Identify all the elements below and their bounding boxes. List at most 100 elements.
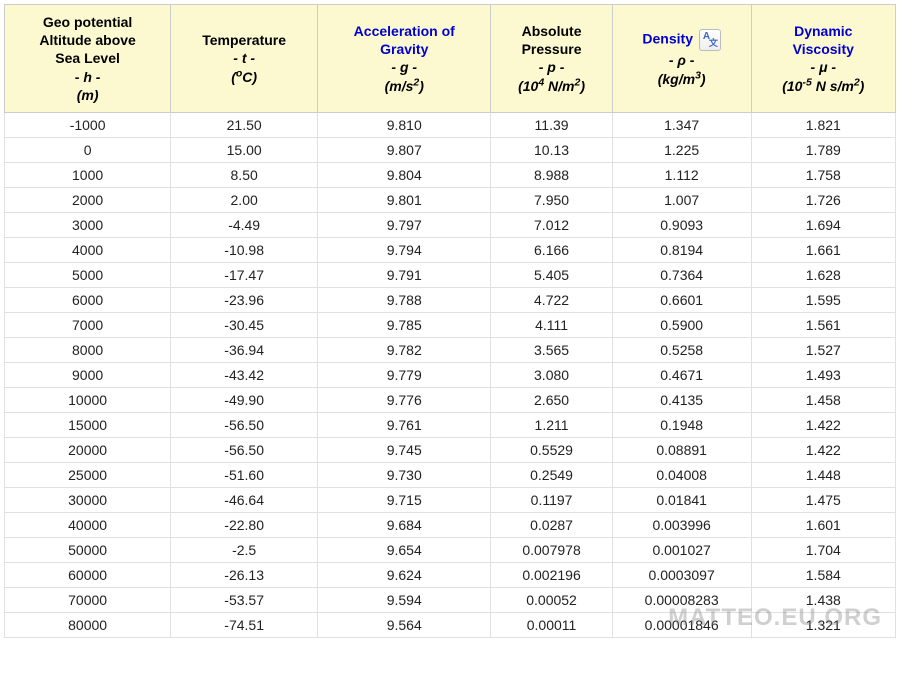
cell: 0.1948 bbox=[612, 412, 751, 437]
cell: 1.422 bbox=[751, 412, 895, 437]
table-row: 25000-51.609.7300.25490.040081.448 bbox=[5, 462, 896, 487]
cell: 9.594 bbox=[318, 587, 491, 612]
cell: 8.988 bbox=[491, 162, 612, 187]
cell: 9.684 bbox=[318, 512, 491, 537]
table-row: 10000-49.909.7762.6500.41351.458 bbox=[5, 387, 896, 412]
atmosphere-table: Geo potentialAltitude aboveSea Level- h … bbox=[4, 4, 896, 638]
cell: 5.405 bbox=[491, 262, 612, 287]
cell: 9.807 bbox=[318, 137, 491, 162]
cell: 0.007978 bbox=[491, 537, 612, 562]
cell: 9.779 bbox=[318, 362, 491, 387]
cell: 8.50 bbox=[171, 162, 318, 187]
table-header: Geo potentialAltitude aboveSea Level- h … bbox=[5, 5, 896, 113]
cell: 7.950 bbox=[491, 187, 612, 212]
cell: -17.47 bbox=[171, 262, 318, 287]
cell: 1.661 bbox=[751, 237, 895, 262]
column-header-0: Geo potentialAltitude aboveSea Level- h … bbox=[5, 5, 171, 113]
cell: 0.08891 bbox=[612, 437, 751, 462]
column-header-2[interactable]: Acceleration ofGravity- g -(m/s2) bbox=[318, 5, 491, 113]
cell: 0.5258 bbox=[612, 337, 751, 362]
cell: 9.730 bbox=[318, 462, 491, 487]
cell: 9.804 bbox=[318, 162, 491, 187]
cell: 1.321 bbox=[751, 612, 895, 637]
cell: 8000 bbox=[5, 337, 171, 362]
cell: 0.5529 bbox=[491, 437, 612, 462]
table-row: 70000-53.579.5940.000520.000082831.438 bbox=[5, 587, 896, 612]
table-row: 15000-56.509.7611.2110.19481.422 bbox=[5, 412, 896, 437]
cell: 0.5900 bbox=[612, 312, 751, 337]
cell: 1.694 bbox=[751, 212, 895, 237]
cell: 1.726 bbox=[751, 187, 895, 212]
table-row: 9000-43.429.7793.0800.46711.493 bbox=[5, 362, 896, 387]
cell: 20000 bbox=[5, 437, 171, 462]
cell: 40000 bbox=[5, 512, 171, 537]
cell: 1000 bbox=[5, 162, 171, 187]
cell: -26.13 bbox=[171, 562, 318, 587]
cell: 10.13 bbox=[491, 137, 612, 162]
table-row: 10008.509.8048.9881.1121.758 bbox=[5, 162, 896, 187]
table-row: 5000-17.479.7915.4050.73641.628 bbox=[5, 262, 896, 287]
cell: 1.601 bbox=[751, 512, 895, 537]
cell: 9000 bbox=[5, 362, 171, 387]
cell: 1.561 bbox=[751, 312, 895, 337]
cell: 0.002196 bbox=[491, 562, 612, 587]
cell: 0.8194 bbox=[612, 237, 751, 262]
cell: 7000 bbox=[5, 312, 171, 337]
cell: 6000 bbox=[5, 287, 171, 312]
cell: 9.745 bbox=[318, 437, 491, 462]
table-row: 4000-10.989.7946.1660.81941.661 bbox=[5, 237, 896, 262]
cell: -74.51 bbox=[171, 612, 318, 637]
cell: 0.001027 bbox=[612, 537, 751, 562]
cell: 60000 bbox=[5, 562, 171, 587]
column-header-4[interactable]: Density - ρ -(kg/m3) bbox=[612, 5, 751, 113]
cell: 9.564 bbox=[318, 612, 491, 637]
table-row: 7000-30.459.7854.1110.59001.561 bbox=[5, 312, 896, 337]
translate-icon[interactable] bbox=[699, 29, 721, 51]
cell: 1.225 bbox=[612, 137, 751, 162]
cell: 1.595 bbox=[751, 287, 895, 312]
cell: 0.0003097 bbox=[612, 562, 751, 587]
cell: 0.7364 bbox=[612, 262, 751, 287]
cell: 3.080 bbox=[491, 362, 612, 387]
cell: 1.758 bbox=[751, 162, 895, 187]
column-header-1: Temperature- t -(oC) bbox=[171, 5, 318, 113]
cell: -1000 bbox=[5, 112, 171, 137]
cell: 1.789 bbox=[751, 137, 895, 162]
cell: 0 bbox=[5, 137, 171, 162]
cell: 0.04008 bbox=[612, 462, 751, 487]
cell: 0.00008283 bbox=[612, 587, 751, 612]
cell: 3.565 bbox=[491, 337, 612, 362]
cell: -36.94 bbox=[171, 337, 318, 362]
cell: -30.45 bbox=[171, 312, 318, 337]
cell: 3000 bbox=[5, 212, 171, 237]
cell: 9.624 bbox=[318, 562, 491, 587]
cell: 0.4135 bbox=[612, 387, 751, 412]
table-row: 60000-26.139.6240.0021960.00030971.584 bbox=[5, 562, 896, 587]
table-row: 8000-36.949.7823.5650.52581.527 bbox=[5, 337, 896, 362]
cell: 9.785 bbox=[318, 312, 491, 337]
cell: 4.111 bbox=[491, 312, 612, 337]
cell: 50000 bbox=[5, 537, 171, 562]
cell: 70000 bbox=[5, 587, 171, 612]
cell: -4.49 bbox=[171, 212, 318, 237]
cell: 4000 bbox=[5, 237, 171, 262]
cell: 7.012 bbox=[491, 212, 612, 237]
cell: 10000 bbox=[5, 387, 171, 412]
cell: 9.788 bbox=[318, 287, 491, 312]
cell: 2000 bbox=[5, 187, 171, 212]
cell: 1.493 bbox=[751, 362, 895, 387]
cell: -56.50 bbox=[171, 412, 318, 437]
cell: 0.9093 bbox=[612, 212, 751, 237]
column-header-5[interactable]: DynamicViscosity- μ -(10-5 N s/m2) bbox=[751, 5, 895, 113]
table-row: -100021.509.81011.391.3471.821 bbox=[5, 112, 896, 137]
cell: -53.57 bbox=[171, 587, 318, 612]
cell: 1.584 bbox=[751, 562, 895, 587]
table-body: -100021.509.81011.391.3471.821015.009.80… bbox=[5, 112, 896, 637]
cell: 1.527 bbox=[751, 337, 895, 362]
cell: 9.654 bbox=[318, 537, 491, 562]
table-row: 80000-74.519.5640.000110.000018461.321 bbox=[5, 612, 896, 637]
cell: -10.98 bbox=[171, 237, 318, 262]
cell: 1.007 bbox=[612, 187, 751, 212]
cell: 9.715 bbox=[318, 487, 491, 512]
cell: 9.776 bbox=[318, 387, 491, 412]
